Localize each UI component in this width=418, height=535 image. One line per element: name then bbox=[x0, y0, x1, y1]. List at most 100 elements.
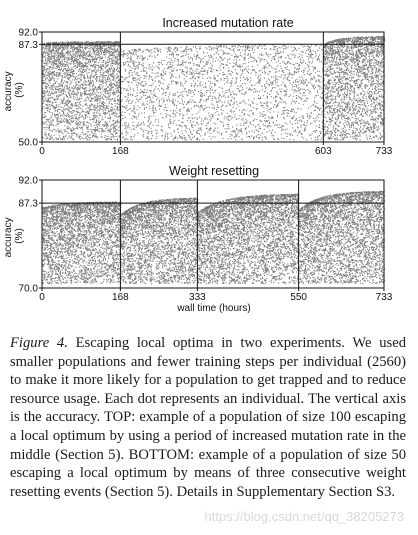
scatter-point bbox=[217, 53, 219, 55]
scatter-point bbox=[89, 96, 91, 98]
scatter-point bbox=[82, 122, 84, 124]
scatter-point bbox=[54, 106, 56, 108]
scatter-point bbox=[235, 53, 237, 55]
scatter-point bbox=[117, 41, 119, 43]
y-axis-label: accuracy (%) bbox=[3, 69, 25, 112]
scatter-point bbox=[254, 44, 256, 46]
scatter-point bbox=[132, 62, 134, 64]
scatter-point bbox=[226, 81, 228, 83]
scatter-point bbox=[94, 93, 96, 95]
scatter-point bbox=[281, 74, 283, 76]
scatter-point bbox=[116, 66, 118, 68]
scatter-point bbox=[84, 48, 86, 50]
scatter-point bbox=[85, 64, 87, 66]
scatter-point bbox=[51, 136, 53, 138]
scatter-point bbox=[131, 67, 133, 69]
scatter-point bbox=[114, 103, 116, 105]
scatter-point bbox=[124, 69, 126, 71]
scatter-point bbox=[50, 135, 52, 137]
scatter-point bbox=[124, 122, 126, 124]
scatter-point bbox=[52, 124, 54, 126]
scatter-point bbox=[66, 63, 68, 65]
scatter-point bbox=[69, 108, 71, 110]
scatter-point bbox=[94, 122, 96, 124]
scatter-point bbox=[185, 126, 187, 128]
scatter-point bbox=[87, 42, 89, 44]
scatter-point bbox=[269, 111, 271, 113]
scatter-point bbox=[54, 113, 56, 115]
scatter-point bbox=[148, 138, 150, 140]
scatter-point bbox=[247, 72, 249, 74]
scatter-point bbox=[44, 126, 46, 128]
scatter-point bbox=[309, 82, 311, 84]
scatter-point bbox=[90, 45, 92, 47]
scatter-point bbox=[227, 79, 229, 81]
scatter-point bbox=[82, 47, 84, 49]
scatter-point bbox=[95, 115, 97, 117]
scatter-point bbox=[151, 135, 153, 137]
scatter-point bbox=[57, 48, 59, 50]
scatter-point bbox=[118, 86, 120, 88]
scatter-point bbox=[47, 73, 49, 75]
scatter-point bbox=[108, 128, 110, 130]
scatter-point bbox=[64, 53, 66, 55]
scatter-point bbox=[218, 100, 220, 102]
scatter-point bbox=[306, 50, 308, 52]
scatter-point bbox=[97, 46, 99, 48]
scatter-point bbox=[273, 122, 275, 124]
scatter-point bbox=[214, 85, 216, 87]
scatter-point bbox=[122, 106, 124, 108]
scatter-point bbox=[204, 107, 206, 109]
scatter-point bbox=[170, 115, 172, 117]
scatter-point bbox=[68, 89, 70, 91]
scatter-point bbox=[181, 98, 183, 100]
scatter-point bbox=[47, 107, 49, 109]
scatter-point bbox=[66, 69, 68, 71]
scatter-point bbox=[83, 100, 85, 102]
scatter-point bbox=[90, 108, 92, 110]
scatter-point bbox=[64, 88, 66, 90]
scatter-point bbox=[147, 125, 149, 127]
scatter-point bbox=[111, 65, 113, 67]
scatter-point bbox=[106, 50, 108, 52]
scatter-point bbox=[117, 94, 119, 96]
scatter-point bbox=[227, 52, 229, 54]
scatter-point bbox=[91, 56, 93, 58]
scatter-point bbox=[63, 112, 65, 114]
scatter-point bbox=[60, 47, 62, 49]
scatter-point bbox=[44, 51, 46, 53]
scatter-point bbox=[276, 85, 278, 87]
scatter-point bbox=[283, 44, 285, 46]
scatter-point bbox=[66, 131, 68, 133]
scatter-point bbox=[43, 80, 45, 82]
scatter-point bbox=[116, 121, 118, 123]
scatter-point bbox=[80, 108, 82, 110]
scatter-point bbox=[105, 48, 107, 50]
scatter-point bbox=[85, 90, 87, 92]
scatter-point bbox=[89, 139, 91, 141]
scatter-point bbox=[201, 105, 203, 107]
scatter-point bbox=[282, 128, 284, 130]
scatter-point bbox=[58, 117, 60, 119]
scatter-point bbox=[227, 102, 229, 104]
scatter-point bbox=[79, 103, 81, 105]
scatter-point bbox=[44, 95, 46, 97]
scatter-point bbox=[115, 77, 117, 79]
scatter-point bbox=[273, 76, 275, 78]
scatter-point bbox=[229, 94, 231, 96]
scatter-point bbox=[101, 58, 103, 60]
scatter-point bbox=[84, 114, 86, 116]
scatter-point bbox=[218, 106, 220, 108]
scatter-point bbox=[49, 130, 51, 132]
scatter-point bbox=[136, 92, 138, 94]
scatter-point bbox=[199, 82, 201, 84]
scatter-point bbox=[85, 42, 87, 44]
scatter-point bbox=[221, 96, 223, 98]
scatter-point bbox=[42, 123, 44, 125]
scatter-point bbox=[308, 134, 310, 136]
scatter-point bbox=[111, 60, 113, 62]
scatter-point bbox=[65, 68, 67, 70]
scatter-point bbox=[76, 62, 78, 64]
scatter-point bbox=[150, 138, 152, 140]
scatter-point bbox=[102, 101, 104, 103]
